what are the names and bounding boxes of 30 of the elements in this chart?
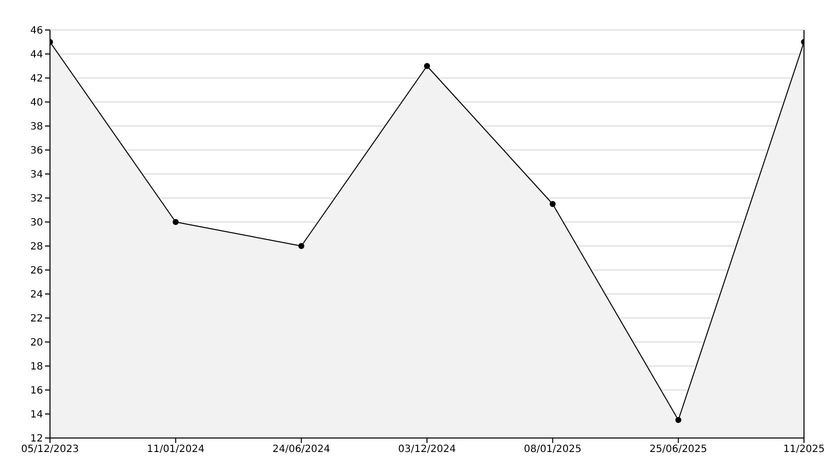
y-tick-label: 14 xyxy=(30,410,43,421)
y-tick-label: 38 xyxy=(30,122,43,133)
x-tick-label: 24/06/2024 xyxy=(272,444,330,456)
point xyxy=(172,219,179,225)
y-tick-label: 44 xyxy=(30,50,43,61)
y-tick-label: 22 xyxy=(30,314,43,325)
y-tick-label: 20 xyxy=(30,338,43,349)
x-tick-label: 05/12/2023 xyxy=(21,444,79,456)
y-tick-label: 26 xyxy=(30,266,43,277)
y-tick-label: 18 xyxy=(30,362,43,373)
y-tick-label: 42 xyxy=(30,74,43,85)
y-tick-label: 36 xyxy=(30,146,43,157)
y-tick-label: 30 xyxy=(30,218,43,229)
x-tick-label: 03/12/2024 xyxy=(398,444,456,456)
y-tick-label: 46 xyxy=(30,26,43,37)
y-tick-label: 32 xyxy=(30,194,43,205)
y-tick-label: 24 xyxy=(30,290,43,301)
x-tick-label: 25/06/2025 xyxy=(650,444,708,456)
y-tick-label: 34 xyxy=(30,170,43,181)
y-tick-label: 16 xyxy=(30,386,43,397)
x-tick-label: 11/01/2024 xyxy=(146,444,204,456)
y-tick-label: 28 xyxy=(30,242,43,253)
y-tick-label: 40 xyxy=(30,98,43,109)
point xyxy=(424,63,430,69)
point xyxy=(550,201,556,207)
y-tick-label: 12 xyxy=(30,434,43,445)
point xyxy=(298,243,304,249)
x-tick-label: 08/01/2025 xyxy=(524,444,582,456)
point xyxy=(675,417,682,423)
x-tick-label: 11/2025 xyxy=(783,444,825,456)
